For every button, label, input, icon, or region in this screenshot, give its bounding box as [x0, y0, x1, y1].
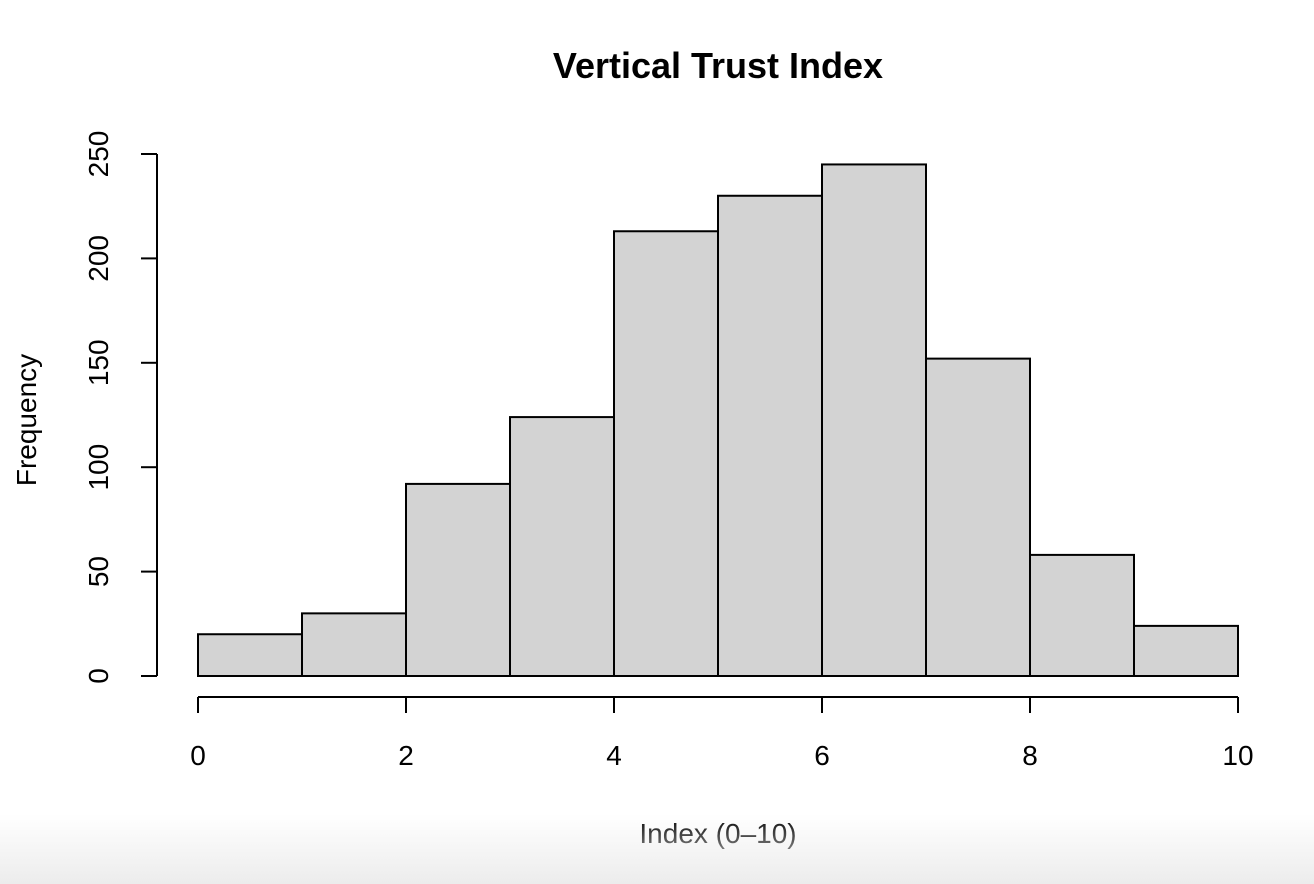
histogram-bar — [613, 230, 719, 677]
y-axis-title: Frequency — [11, 354, 42, 486]
histogram-bar — [717, 194, 823, 677]
x-tick-label: 10 — [1222, 740, 1253, 771]
y-tick-label: 100 — [83, 444, 114, 491]
y-tick-label: 0 — [83, 668, 114, 684]
histogram-bar — [821, 163, 927, 677]
histogram-bar — [405, 482, 511, 677]
y-tick-label: 250 — [83, 131, 114, 178]
x-axis-title: Index (0–10) — [639, 818, 796, 849]
y-axis: 0 50 100 150 200 250 — [83, 131, 158, 684]
histogram-bar — [1133, 624, 1239, 677]
y-tick-label: 200 — [83, 235, 114, 282]
histogram-bar — [301, 612, 407, 677]
histogram-bar — [197, 633, 303, 677]
x-tick-label: 0 — [190, 740, 206, 771]
x-tick-label: 6 — [814, 740, 830, 771]
histogram-bar — [509, 416, 615, 677]
x-tick-label: 4 — [606, 740, 622, 771]
histogram-bar — [1029, 553, 1135, 677]
bars-group — [197, 163, 1239, 677]
histogram-bar — [925, 357, 1031, 677]
chart-title: Vertical Trust Index — [553, 45, 883, 86]
y-tick-label: 50 — [83, 556, 114, 587]
y-tick-label: 150 — [83, 339, 114, 386]
x-tick-label: 8 — [1022, 740, 1038, 771]
x-axis: 0 2 4 6 8 10 — [190, 696, 1254, 771]
x-tick-label: 2 — [398, 740, 414, 771]
